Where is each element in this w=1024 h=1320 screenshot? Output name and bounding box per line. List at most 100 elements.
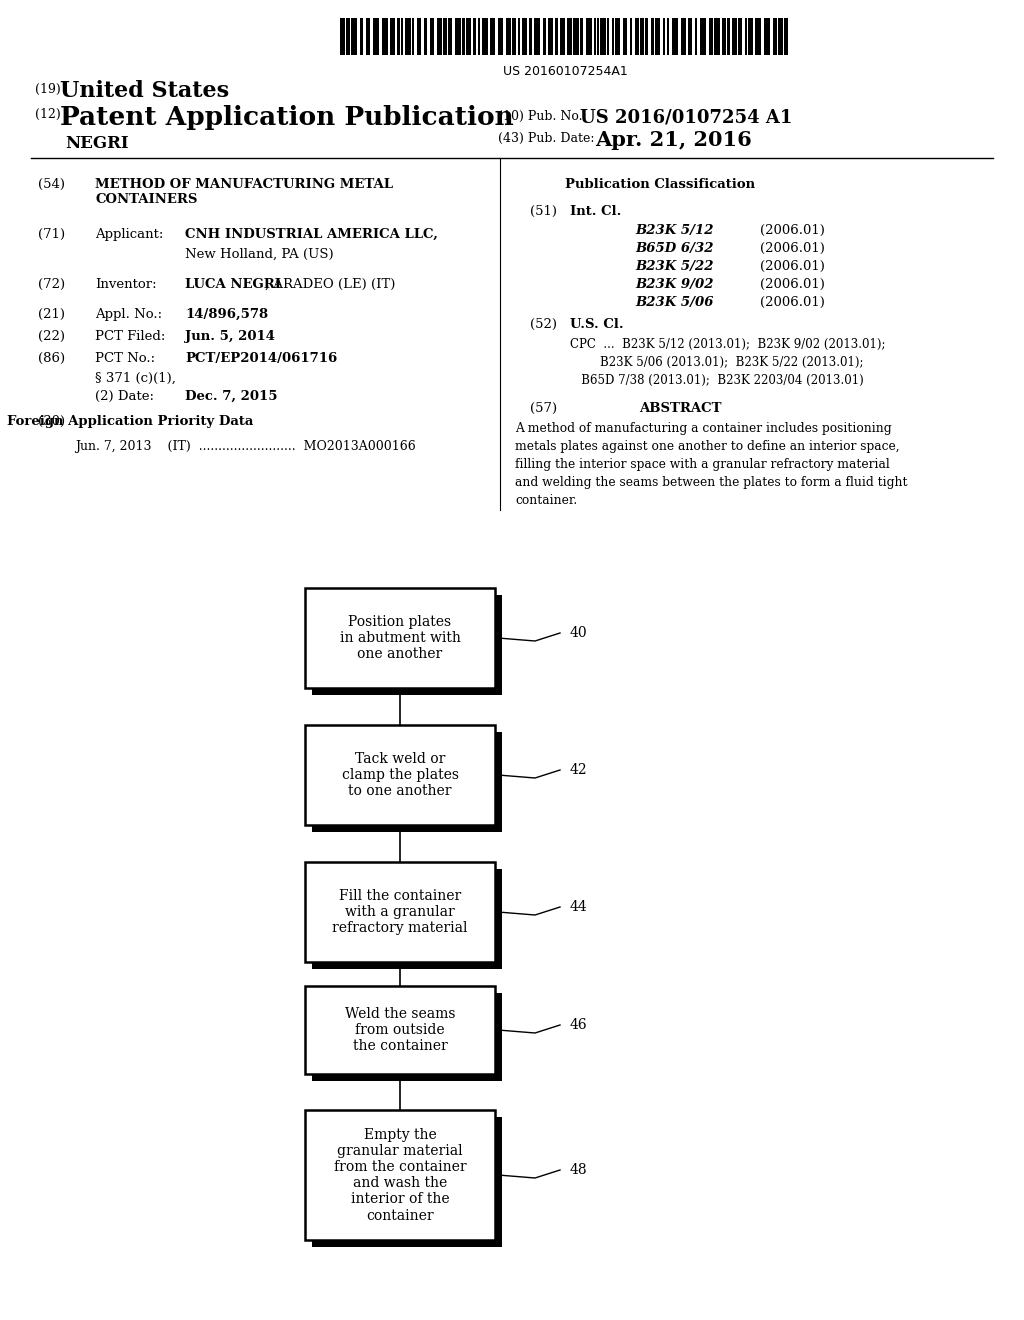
Text: Foreign Application Priority Data: Foreign Application Priority Data — [7, 414, 253, 428]
Bar — [351, 18, 357, 55]
Bar — [773, 18, 777, 55]
Bar — [305, 1110, 495, 1239]
Bar — [373, 18, 379, 55]
Bar — [437, 18, 442, 55]
Bar — [406, 18, 411, 55]
Text: Appl. No.:: Appl. No.: — [95, 308, 162, 321]
Bar — [529, 18, 532, 55]
Bar — [607, 18, 609, 55]
Text: (21): (21) — [38, 308, 65, 321]
Text: PCT No.:: PCT No.: — [95, 352, 155, 366]
Bar — [482, 18, 488, 55]
Text: container.: container. — [515, 494, 578, 507]
Text: U.S. Cl.: U.S. Cl. — [570, 318, 624, 331]
Text: (22): (22) — [38, 330, 65, 343]
Bar — [305, 986, 495, 1074]
Text: (12): (12) — [35, 108, 60, 121]
Bar — [755, 18, 761, 55]
Bar — [462, 18, 465, 55]
Bar — [478, 18, 480, 55]
Text: New Holland, PA (US): New Holland, PA (US) — [185, 248, 334, 261]
Text: US 2016/0107254 A1: US 2016/0107254 A1 — [580, 108, 793, 125]
Bar — [417, 18, 421, 55]
Text: Weld the seams
from outside
the container: Weld the seams from outside the containe… — [345, 1007, 456, 1053]
Text: B23K 5/06: B23K 5/06 — [635, 296, 714, 309]
Bar — [305, 725, 495, 825]
Bar — [615, 18, 620, 55]
Bar — [498, 18, 503, 55]
Text: 44: 44 — [570, 900, 588, 913]
Text: Int. Cl.: Int. Cl. — [570, 205, 622, 218]
Text: (52): (52) — [530, 318, 557, 331]
Text: Empty the
granular material
from the container
and wash the
interior of the
cont: Empty the granular material from the con… — [334, 1127, 466, 1222]
Text: (54): (54) — [38, 178, 65, 191]
Text: United States: United States — [60, 81, 229, 102]
Text: Dec. 7, 2015: Dec. 7, 2015 — [185, 389, 278, 403]
Text: LUCA NEGRI: LUCA NEGRI — [185, 279, 281, 290]
Bar — [312, 1117, 502, 1247]
Bar — [490, 18, 495, 55]
Bar — [305, 862, 495, 962]
Bar — [560, 18, 565, 55]
Bar — [360, 18, 362, 55]
Bar — [600, 18, 606, 55]
Bar — [722, 18, 726, 55]
Text: 48: 48 — [570, 1163, 588, 1177]
Bar — [518, 18, 520, 55]
Bar — [580, 18, 583, 55]
Text: (2006.01): (2006.01) — [760, 260, 825, 273]
Text: A method of manufacturing a container includes positioning: A method of manufacturing a container in… — [515, 422, 892, 436]
Bar — [466, 18, 471, 55]
Text: (71): (71) — [38, 228, 66, 242]
Bar — [390, 18, 395, 55]
Text: NEGRI: NEGRI — [65, 135, 129, 152]
Bar — [312, 993, 502, 1081]
Text: Patent Application Publication: Patent Application Publication — [60, 106, 514, 129]
Text: (51): (51) — [530, 205, 557, 218]
Bar — [612, 18, 614, 55]
Bar — [695, 18, 697, 55]
Bar — [745, 18, 746, 55]
Bar — [522, 18, 527, 55]
Bar — [630, 18, 632, 55]
Bar — [623, 18, 627, 55]
Bar — [688, 18, 692, 55]
Text: filling the interior space with a granular refractory material: filling the interior space with a granul… — [515, 458, 890, 471]
Bar — [473, 18, 476, 55]
Bar — [548, 18, 553, 55]
Text: (2006.01): (2006.01) — [760, 279, 825, 290]
Bar — [778, 18, 783, 55]
Text: 42: 42 — [570, 763, 588, 777]
Text: , ARADEO (LE) (IT): , ARADEO (LE) (IT) — [265, 279, 395, 290]
Text: B23K 5/06 (2013.01);  B23K 5/22 (2013.01);: B23K 5/06 (2013.01); B23K 5/22 (2013.01)… — [570, 356, 863, 370]
Bar — [727, 18, 730, 55]
Text: PCT/EP2014/061716: PCT/EP2014/061716 — [185, 352, 337, 366]
Bar — [681, 18, 686, 55]
Bar — [640, 18, 644, 55]
Bar — [764, 18, 770, 55]
Bar — [534, 18, 540, 55]
Bar — [663, 18, 665, 55]
Text: B23K 9/02: B23K 9/02 — [635, 279, 714, 290]
Text: B23K 5/22: B23K 5/22 — [635, 260, 714, 273]
Bar — [430, 18, 434, 55]
Text: CNH INDUSTRIAL AMERICA LLC,: CNH INDUSTRIAL AMERICA LLC, — [185, 228, 438, 242]
Bar — [709, 18, 713, 55]
Bar — [412, 18, 414, 55]
Bar — [732, 18, 737, 55]
Bar — [738, 18, 742, 55]
Bar — [512, 18, 516, 55]
Bar — [714, 18, 720, 55]
Text: Inventor:: Inventor: — [95, 279, 157, 290]
Text: 14/896,578: 14/896,578 — [185, 308, 268, 321]
Bar — [312, 869, 502, 969]
Bar — [401, 18, 403, 55]
Text: (30): (30) — [38, 414, 66, 428]
Text: Applicant:: Applicant: — [95, 228, 164, 242]
Text: (10) Pub. No.:: (10) Pub. No.: — [498, 110, 587, 123]
Bar — [346, 18, 350, 55]
Text: PCT Filed:: PCT Filed: — [95, 330, 165, 343]
Text: (2006.01): (2006.01) — [760, 296, 825, 309]
Text: Fill the container
with a granular
refractory material: Fill the container with a granular refra… — [332, 888, 468, 935]
Text: 46: 46 — [570, 1018, 588, 1032]
